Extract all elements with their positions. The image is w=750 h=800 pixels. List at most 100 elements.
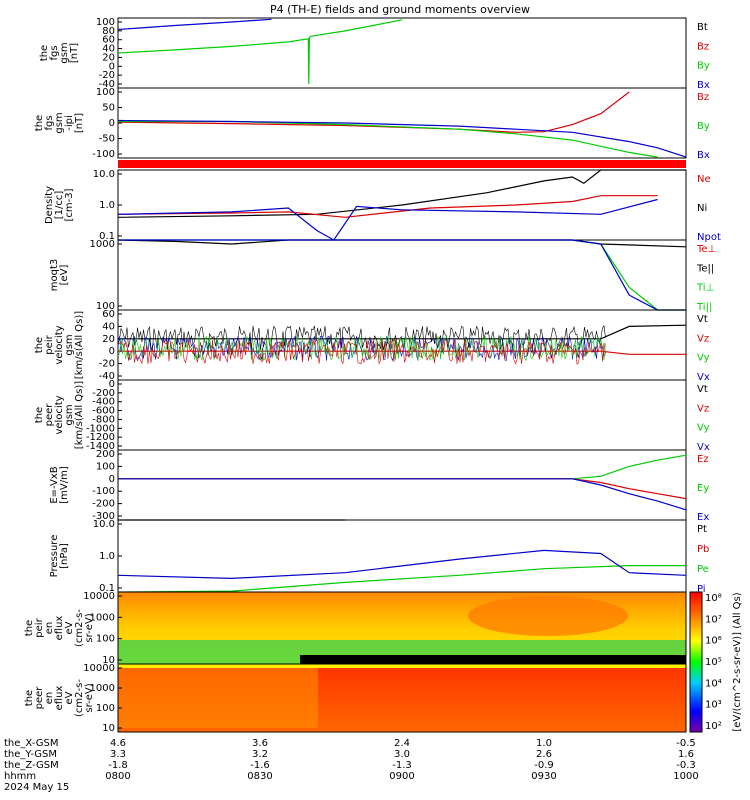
noise-trace [117,335,606,362]
legend-item: Vy [697,423,710,434]
xtick-label: 2.4 [394,738,410,749]
ylabel: eflux [54,686,65,711]
heatmap-peir-hot [468,596,628,636]
legend-item: Vt [697,314,708,325]
series-Ne [117,195,658,218]
ylabel: [km/s(All Qs)] [74,311,85,379]
ylabel: [eV] [59,265,70,286]
ytick-label: -1000 [86,423,115,434]
ytick-label: 1.0 [99,551,115,562]
ytick-label: 100 [96,87,115,98]
ytick-label: 40 [102,44,115,55]
ylabel: gsm [54,112,65,133]
ylabel: sr-eV) [84,683,95,712]
panel-temp: 1000 100 moqt3 [eV] Te⊥ Te|| Ti⊥ Ti|| [49,239,716,313]
xtick-label: 1000 [673,771,698,782]
ytick-label: -600 [92,406,115,417]
colorbar-tick: 10⁵ [705,657,722,668]
colorbar-tick: 10⁷ [705,614,722,625]
series-Ez [118,478,687,500]
legend-item: Npot [697,232,721,243]
legend-item: Bx [697,150,710,161]
heatmap-peer-top [118,664,686,668]
legend-item: Pi [697,584,706,595]
xtick-label: -0.9 [534,760,554,771]
ytick-label: -100 [92,486,115,497]
ylabel: the [24,620,35,636]
series-Ey [118,454,687,480]
ytick-label: 0 [109,474,115,485]
ytick-label: 100 [96,17,115,28]
ytick-label: 10.0 [93,519,115,530]
xtick-label: 3.3 [110,749,126,760]
ylabel: eV [64,621,75,634]
ylabel: eflux [54,616,65,641]
xaxis-row-label: the_Y-GSM [4,749,57,760]
ylabel: velocity [54,395,65,434]
ytick-label: 100 [96,634,115,645]
ytick-label: 100 [96,703,115,714]
xtick-label: -1.8 [108,760,128,771]
ylabel: moqt3 [49,259,60,292]
series-Vt [118,324,687,340]
xtick-label: 0830 [247,771,272,782]
panel-frame [117,519,687,593]
legend-item: Pb [697,544,709,555]
chart-title: P4 (TH-E) fields and ground moments over… [270,3,530,16]
colorbar-tick: 10⁶ [705,636,722,647]
xtick-label: -0.3 [676,760,696,771]
legend-item: Vy [697,353,710,364]
ylabel: Pressure [49,535,60,578]
ytick-label: 1.0 [99,200,115,211]
legend-item: Ne [697,174,711,185]
ytick-label: 60 [102,35,115,46]
noise-trace [117,324,606,351]
ytick-label: 60 [102,309,115,320]
xtick-label: 3.6 [252,738,268,749]
panel-peer_velocity: 0-200-400-600-800-1000-1200-1400 the peer v… [34,379,710,453]
ytick-label: -20 [99,70,115,81]
series-Ti_blue [118,239,686,311]
ytick-label: 20 [102,334,115,345]
ylabel: en [44,692,55,705]
series-By [117,19,403,85]
ytick-label: 0 [109,379,115,390]
ytick-label: 1000 [90,239,115,250]
xaxis-row-label: the_X-GSM [4,738,58,749]
ytick-label: 10000 [83,591,115,602]
series-Bz [117,91,630,133]
xaxis-row-label: the_Z-GSM [4,760,59,771]
xtick-label: 0900 [389,771,414,782]
panel-density: 10.0 1.0 0.1 Density [1/cc] [cm-3] Ne Ni Npot [44,169,721,243]
legend-item: Ex [697,512,709,523]
ytick-label: -300 [92,511,115,522]
ytick-label: -200 [92,499,115,510]
ylabel: peer [44,403,55,427]
ytick-label: 20 [102,52,115,63]
series-By [118,120,658,158]
ytick-label: -40 [99,371,115,382]
velocity-noise [117,324,606,365]
ylabel: [mV/m] [59,466,70,504]
colorbar-tick: 10³ [705,700,722,711]
ylabel: [nPa] [59,543,70,569]
panel-frame [117,379,687,451]
series-Ti [118,239,686,311]
panel-frame [117,17,687,89]
ylabel: eV [64,691,75,704]
colorbar-tick: 10⁴ [705,678,722,689]
ylabel: peir [34,617,45,637]
xtick-label: -0.5 [676,738,696,749]
ylabel: Density [44,186,55,224]
xtick-label: 1.0 [536,738,552,749]
series-Bx [117,119,687,158]
ytick-label: 50 [102,103,115,114]
ytick-label: -200 [92,388,115,399]
colorbar-tick: 10⁸ [705,593,722,604]
xtick-label: 0930 [531,771,556,782]
legend-item: Ez [697,454,709,465]
heatmap-peir-dark [300,655,686,664]
ylabel: [nT] [69,43,80,63]
legend-item: Vx [697,442,710,453]
